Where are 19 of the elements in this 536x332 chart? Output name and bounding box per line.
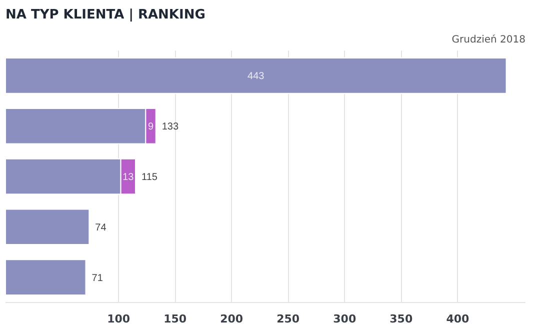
total-label: 133 [162, 122, 179, 133]
bar [6, 208, 90, 246]
x-tick-label: 200 [220, 312, 244, 326]
text: Grudzień 2018 [452, 34, 526, 46]
x-tick-label: 150 [164, 312, 187, 326]
total-label: 71 [92, 272, 104, 284]
x-tick-label: 100 [107, 312, 130, 326]
x-tick-label: 300 [333, 312, 356, 326]
x-tick-label: 250 [276, 312, 300, 326]
total-label: 74 [95, 222, 107, 234]
bar [6, 58, 507, 94]
chart-title: NA TYP KLIENTA | RANKING [6, 8, 206, 22]
data-label: 443 [248, 71, 265, 82]
total-label: 115 [142, 172, 158, 183]
x-tick-label: 350 [390, 312, 413, 326]
bar [6, 259, 86, 296]
x-tick-label: 400 [446, 312, 470, 326]
data-label: 13 [122, 172, 134, 183]
data-label: 9 [148, 122, 154, 133]
